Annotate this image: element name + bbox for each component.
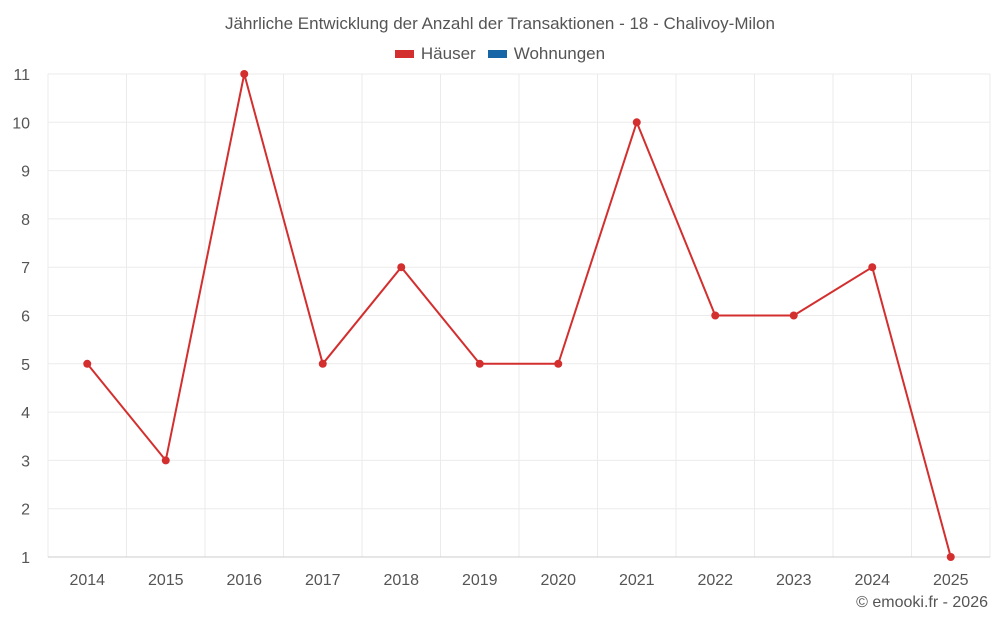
x-tick-label-2023: 2023 xyxy=(776,572,812,589)
legend-swatch-haeuser xyxy=(394,50,414,58)
data-point-0-2017 xyxy=(318,359,327,368)
legend-item-haeuser[interactable]: Häuser xyxy=(394,44,476,64)
legend-label-wohnungen: Wohnungen xyxy=(513,44,606,63)
legend-item-wohnungen[interactable]: Wohnungen xyxy=(487,44,606,64)
x-tick-label-2018: 2018 xyxy=(383,572,419,589)
series-line-0 xyxy=(86,73,952,558)
data-point-0-2021 xyxy=(632,118,641,127)
y-tick-label-3: 3 xyxy=(21,453,30,470)
data-point-0-2022 xyxy=(711,311,720,320)
data-point-0-2016 xyxy=(240,70,249,78)
data-point-0-2024 xyxy=(868,263,877,272)
y-tick-label-7: 7 xyxy=(21,260,30,277)
y-tick-label-11: 11 xyxy=(13,67,30,84)
legend-swatch-wohnungen xyxy=(487,50,507,58)
data-point-0-2023 xyxy=(789,311,798,320)
credit-text: © emooki.fr - 2026 xyxy=(856,594,988,611)
x-tick-label-2025: 2025 xyxy=(933,572,969,589)
y-tick-label-2: 2 xyxy=(21,502,30,519)
data-point-0-2025 xyxy=(946,553,955,561)
data-point-0-2020 xyxy=(554,359,563,368)
x-tick-label-2014: 2014 xyxy=(69,572,105,589)
legend: Häuser Wohnungen xyxy=(0,44,1000,64)
x-tick-label-2024: 2024 xyxy=(854,572,890,589)
x-tick-label-2020: 2020 xyxy=(540,572,576,589)
x-tick-label-2016: 2016 xyxy=(226,572,262,589)
y-tick-label-10: 10 xyxy=(12,115,30,132)
x-tick-label-2019: 2019 xyxy=(462,572,498,589)
y-tick-label-8: 8 xyxy=(21,212,30,229)
y-tick-label-5: 5 xyxy=(21,357,30,374)
data-point-0-2018 xyxy=(397,263,406,272)
y-tick-label-4: 4 xyxy=(21,405,30,422)
legend-label-haeuser: Häuser xyxy=(420,44,476,63)
y-tick-label-9: 9 xyxy=(21,164,30,181)
y-tick-label-1: 1 xyxy=(21,550,30,567)
x-tick-label-2022: 2022 xyxy=(697,572,733,589)
x-tick-label-2017: 2017 xyxy=(305,572,341,589)
x-tick-label-2015: 2015 xyxy=(148,572,184,589)
data-point-0-2019 xyxy=(475,359,484,368)
chart-title: Jährliche Entwicklung der Anzahl der Tra… xyxy=(225,14,775,33)
data-point-0-2014 xyxy=(83,359,92,368)
x-tick-label-2021: 2021 xyxy=(619,572,655,589)
data-point-0-2015 xyxy=(161,456,170,465)
y-tick-label-6: 6 xyxy=(21,309,30,326)
